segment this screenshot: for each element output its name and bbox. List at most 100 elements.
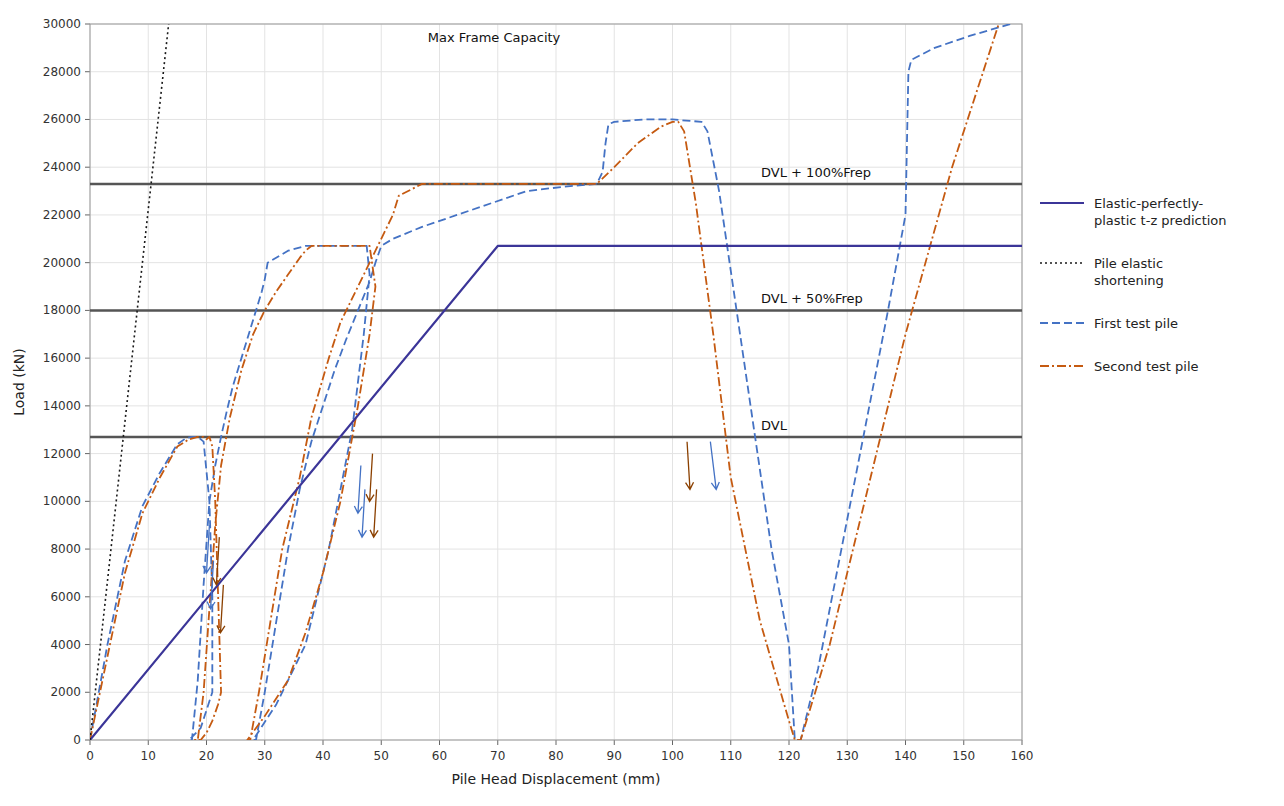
y-tick-label: 28000 [43,65,81,79]
arrow [366,454,374,502]
y-grid-line [90,549,1022,550]
y-tick [85,358,90,359]
arrow [370,489,378,537]
arrow [203,525,211,573]
x-tick [381,740,382,745]
x-tick-label: 30 [257,749,272,763]
x-tick [672,740,673,745]
x-grid-line [905,24,906,740]
x-grid-line [789,24,790,740]
y-axis-label: Load (kN) [11,348,27,416]
annotation: Max Frame Capacity [428,30,561,45]
x-tick-label: 160 [1011,749,1034,763]
plot-area [90,24,1022,740]
legend-swatch [1040,202,1084,204]
y-tick [85,71,90,72]
y-grid-line [90,644,1022,645]
y-tick [85,453,90,454]
y-tick-label: 20000 [43,256,81,270]
y-grid-line [90,167,1022,168]
x-tick-label: 110 [719,749,742,763]
reference-line [90,309,1022,312]
y-tick [85,692,90,693]
y-tick-label: 24000 [43,160,81,174]
x-grid-line [847,24,848,740]
legend-label: Second test pile [1094,359,1199,374]
x-tick [148,740,149,745]
x-grid-line [323,24,324,740]
x-tick [963,740,964,745]
x-tick-label: 100 [661,749,684,763]
x-grid-line [614,24,615,740]
y-tick [85,310,90,311]
x-tick-label: 70 [490,749,505,763]
y-tick [85,501,90,502]
arrow [358,489,366,537]
axes: 0102030405060708090100110120130140150160… [43,17,1034,763]
x-tick-label: 40 [315,749,330,763]
x-tick-label: 0 [86,749,94,763]
y-tick-label: 8000 [50,542,81,556]
y-tick-label: 12000 [43,447,81,461]
legend-swatch [1040,365,1084,367]
x-grid-line [381,24,382,740]
x-tick-label: 10 [141,749,156,763]
y-grid-line [90,405,1022,406]
plot-frame [90,24,1022,740]
legend: Elastic-perfectly-plastic t-z prediction… [1040,196,1227,374]
x-tick-label: 130 [836,749,859,763]
x-tick [264,740,265,745]
y-tick [85,644,90,645]
series-line [90,24,169,740]
x-axis-label: Pile Head Displacement (mm) [452,771,661,787]
y-tick [85,740,90,741]
x-tick [497,740,498,745]
y-tick-label: 26000 [43,112,81,126]
series-line [90,246,1022,740]
y-tick-label: 16000 [43,351,81,365]
x-tick [1022,740,1023,745]
arrow [354,466,362,514]
y-tick [85,596,90,597]
y-grid-line [90,358,1022,359]
x-grid-line [556,24,557,740]
y-tick [85,24,90,25]
y-tick [85,214,90,215]
x-tick-label: 80 [548,749,563,763]
x-tick-label: 60 [432,749,447,763]
y-tick-label: 0 [73,733,81,747]
legend-label: Pile elasticshortening [1094,256,1164,288]
x-grid-line [148,24,149,740]
y-tick-label: 30000 [43,17,81,31]
x-grid-line [264,24,265,740]
y-tick [85,119,90,120]
x-grid-line [672,24,673,740]
y-grid-line [90,262,1022,263]
y-grid-line [90,596,1022,597]
x-tick [206,740,207,745]
arrow [207,561,215,609]
y-tick-label: 22000 [43,208,81,222]
grid [90,24,1022,740]
y-tick-label: 18000 [43,303,81,317]
x-tick-label: 120 [778,749,801,763]
x-grid-line [439,24,440,740]
y-tick-label: 4000 [50,638,81,652]
y-tick [85,262,90,263]
reference-line [90,436,1022,439]
x-tick [439,740,440,745]
x-tick-label: 50 [374,749,389,763]
x-tick-label: 150 [952,749,975,763]
chart: 0102030405060708090100110120130140150160… [0,0,1284,806]
x-tick [90,740,91,745]
y-grid-line [90,310,1022,311]
y-grid-line [90,214,1022,215]
legend-swatch [1040,322,1084,324]
y-tick-label: 2000 [50,685,81,699]
y-grid-line [90,692,1022,693]
series-line [90,24,999,740]
y-tick [85,167,90,168]
y-tick-label: 6000 [50,590,81,604]
y-tick [85,405,90,406]
x-tick [323,740,324,745]
